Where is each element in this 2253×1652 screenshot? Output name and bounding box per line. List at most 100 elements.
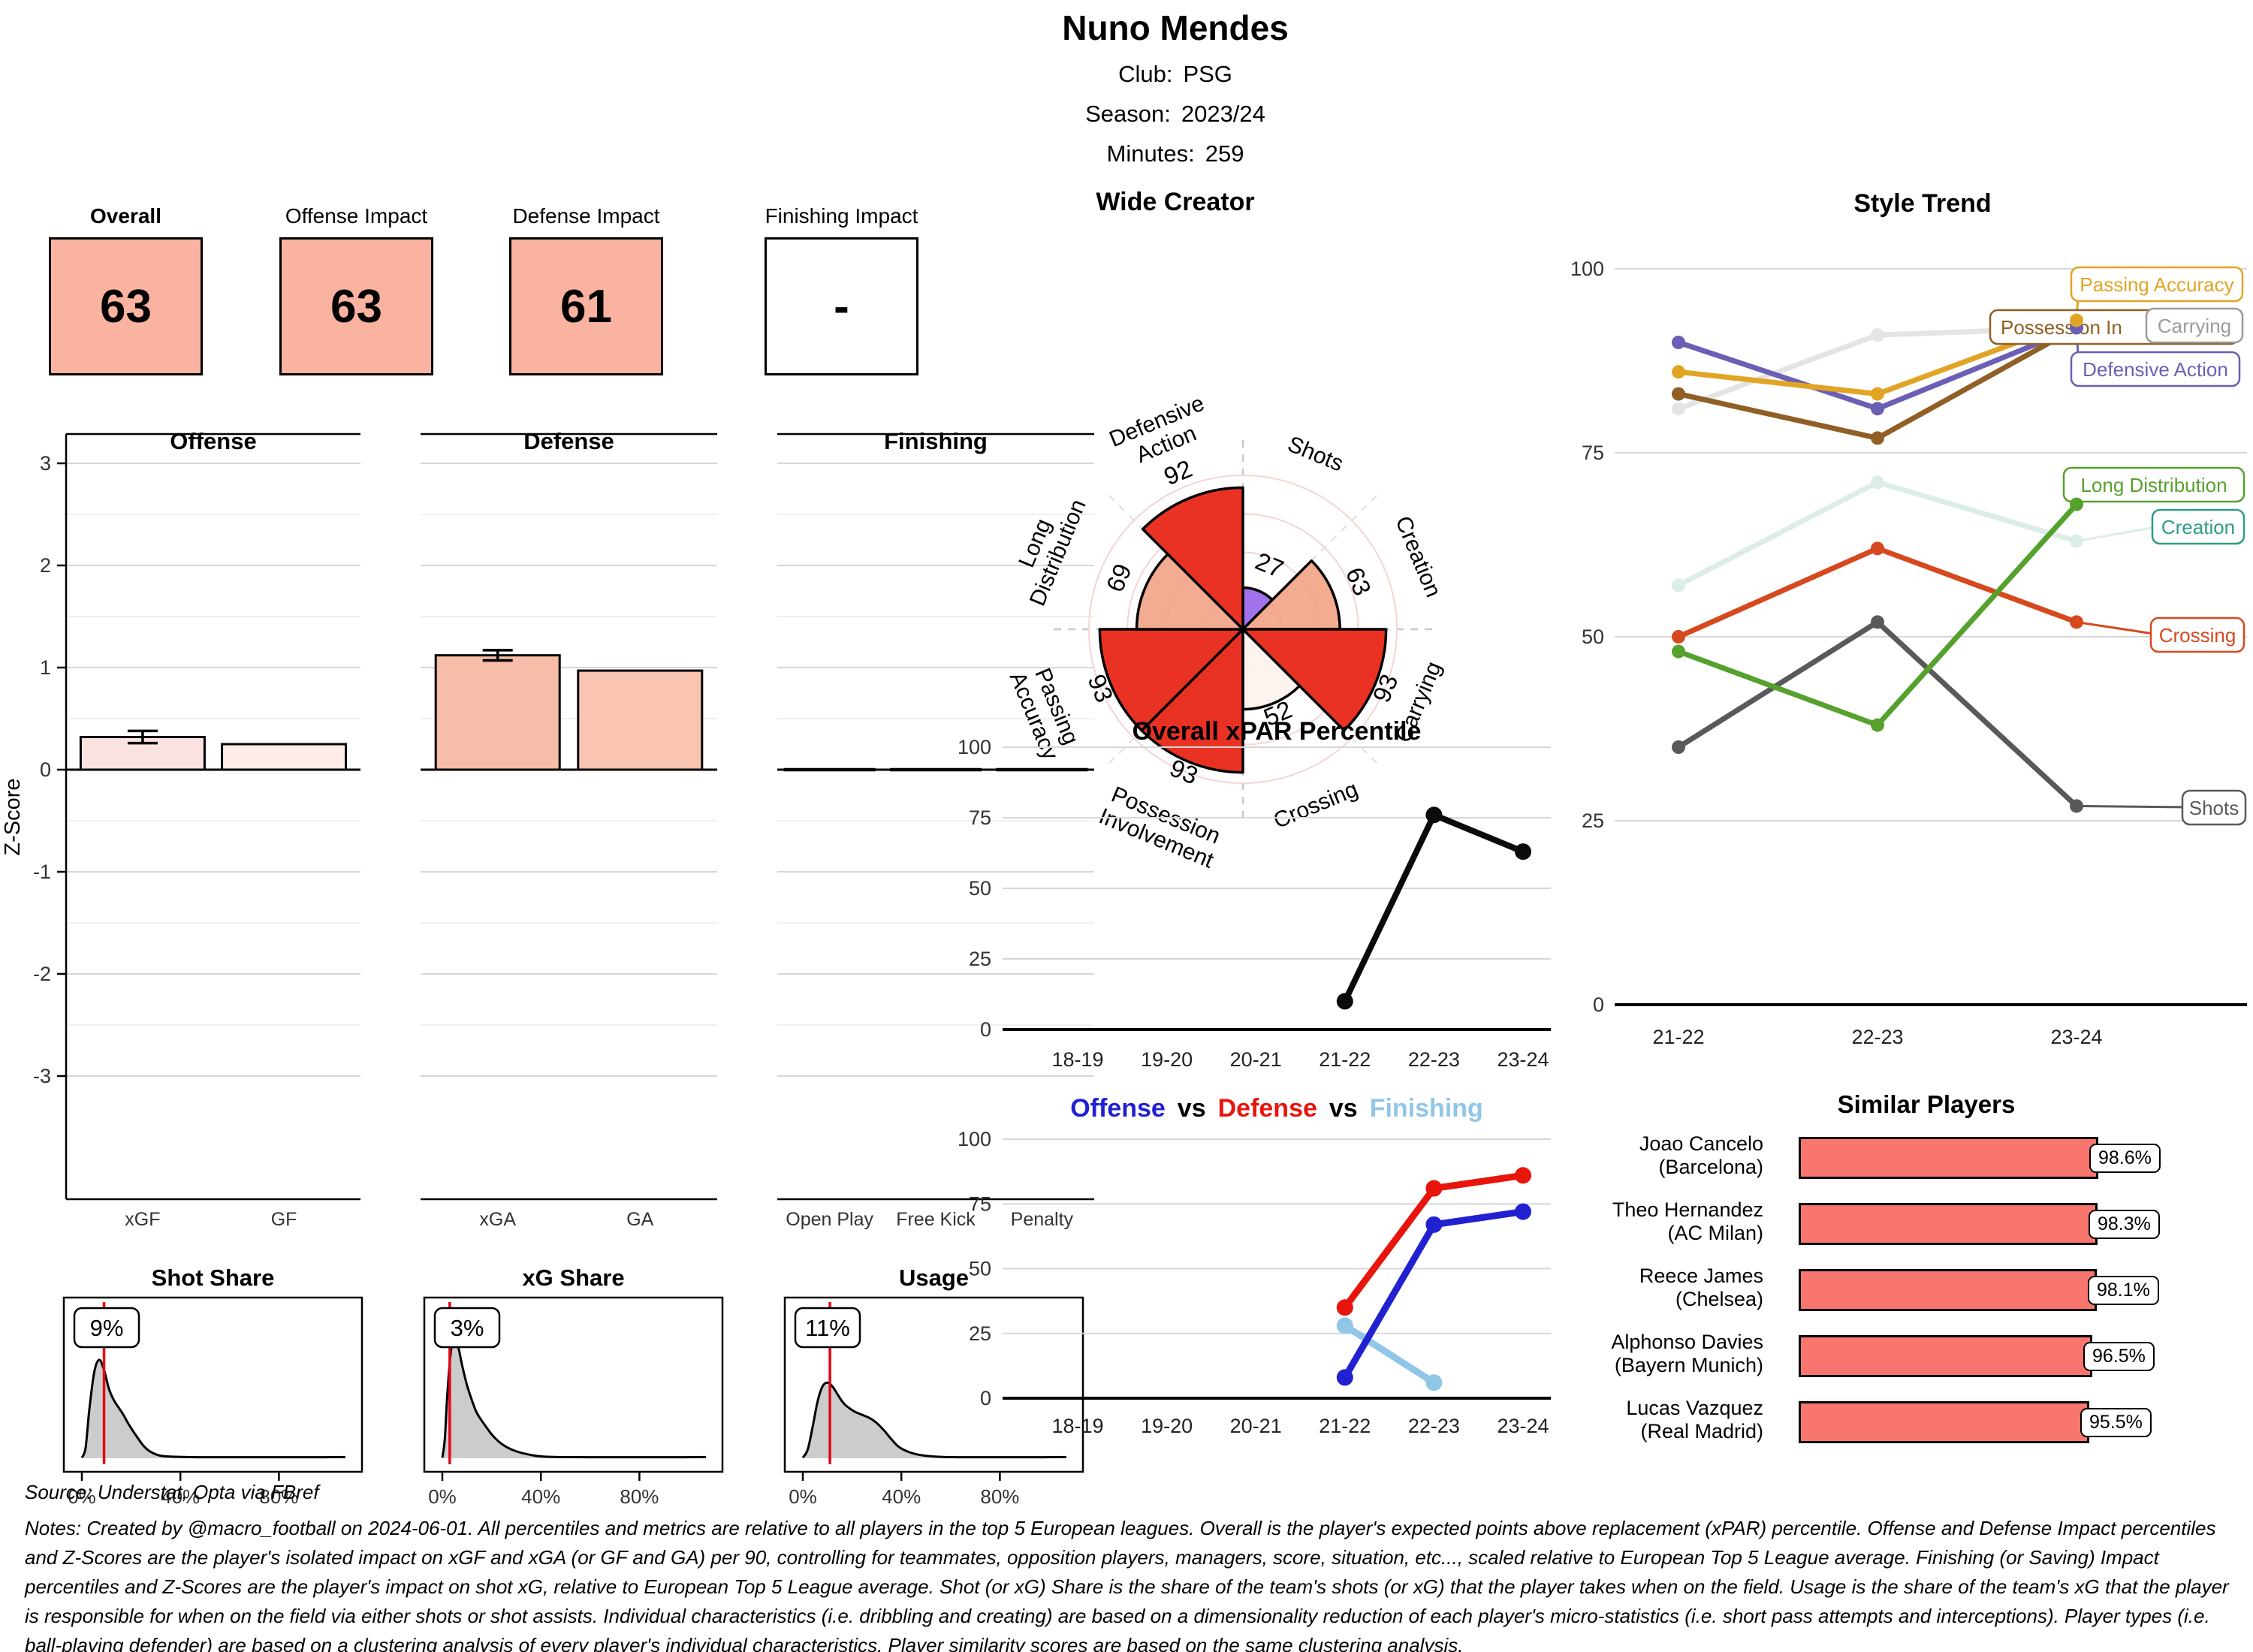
similarity-bar bbox=[1799, 1401, 2089, 1443]
x-tick-label: 40% bbox=[882, 1485, 921, 1508]
x-tick-label: 0% bbox=[789, 1485, 817, 1508]
data-point bbox=[1871, 431, 1884, 445]
radar-value-label: 69 bbox=[1101, 559, 1137, 595]
series-line-overall-xpar bbox=[1341, 812, 1526, 1005]
bar-xGA bbox=[434, 654, 561, 771]
x-tick-label: Penalty bbox=[1011, 1209, 1074, 1230]
y-tick-label: 75 bbox=[969, 806, 991, 829]
y-tick-label: 25 bbox=[969, 1322, 991, 1345]
series-line-offense bbox=[1341, 1208, 1527, 1381]
density-shot_share: Shot Share 9% 0% 40% 80% bbox=[62, 1265, 363, 1508]
panel-title: Defense bbox=[523, 428, 614, 454]
x-tick-label: 18-19 bbox=[1051, 1048, 1103, 1071]
marker-label: 11% bbox=[805, 1315, 850, 1341]
radar-label-line: Shots bbox=[1284, 432, 1347, 477]
data-point bbox=[1425, 1216, 1443, 1233]
marker-label: 3% bbox=[451, 1315, 484, 1341]
density-usage: Usage 11% 0% 40% 80% bbox=[783, 1265, 1084, 1508]
series-label-box bbox=[2070, 266, 2244, 303]
y-tick-label: 0 bbox=[40, 758, 51, 781]
data-point bbox=[1425, 806, 1443, 824]
x-tick-label: GF bbox=[271, 1209, 297, 1230]
y-tick-label: 0 bbox=[980, 1387, 991, 1409]
radar-category-label: Shots bbox=[1284, 432, 1347, 477]
data-point bbox=[1871, 615, 1884, 629]
y-axis-title: Z-Score bbox=[1, 778, 25, 855]
page-title: Nuno Mendes bbox=[1062, 8, 1289, 47]
y-tick-label: 50 bbox=[969, 1258, 991, 1280]
data-point bbox=[2070, 615, 2083, 629]
x-tick-label: 18-19 bbox=[1051, 1415, 1103, 1437]
finishing-impact-box: - bbox=[765, 237, 918, 375]
marker-label: 9% bbox=[90, 1315, 124, 1341]
similarity-bar bbox=[1799, 1335, 2092, 1377]
x-tick-label: 40% bbox=[161, 1485, 200, 1508]
data-point bbox=[1425, 1180, 1443, 1197]
bar-GF bbox=[221, 743, 348, 771]
series-label: Defensive Action bbox=[2083, 358, 2228, 381]
x-tick-label: 0% bbox=[68, 1485, 96, 1508]
data-point bbox=[1672, 402, 1685, 416]
data-point bbox=[1672, 630, 1685, 644]
y-tick-label: 100 bbox=[958, 736, 991, 758]
x-tick-label: 21-22 bbox=[1652, 1026, 1704, 1048]
offense-defense-finishing-chart-title: Offense vs Defense vs Finishing bbox=[1070, 1094, 1483, 1123]
x-tick-label: 20-21 bbox=[1230, 1048, 1282, 1071]
radar-sector-possession-involvement bbox=[1140, 628, 1244, 774]
x-tick-label: 21-22 bbox=[1319, 1415, 1371, 1437]
player-name: Reece James (Chelsea) bbox=[1639, 1265, 1763, 1310]
series-line-finishing bbox=[1341, 1322, 1437, 1386]
series-label: Carrying bbox=[2158, 315, 2231, 337]
panel-title: Offense bbox=[170, 428, 256, 454]
density-curve bbox=[801, 1381, 1066, 1459]
x-tick-label: 19-20 bbox=[1141, 1415, 1193, 1437]
data-point bbox=[1425, 1374, 1443, 1391]
minutes-value: 259 bbox=[1205, 140, 1244, 167]
marker-label-box bbox=[73, 1307, 140, 1349]
label-leader bbox=[2076, 525, 2161, 543]
radar-label-line: Creation bbox=[1390, 513, 1446, 601]
series-label-box bbox=[2145, 307, 2244, 344]
y-tick-label: 25 bbox=[969, 948, 991, 970]
panel-title: Finishing bbox=[884, 428, 988, 454]
series-label: Shots bbox=[2189, 797, 2239, 819]
data-point bbox=[1672, 740, 1685, 754]
similarity-bar bbox=[1799, 1137, 2098, 1179]
x-tick-label: xGF bbox=[125, 1209, 160, 1230]
marker-label-box bbox=[794, 1307, 861, 1349]
y-tick-label: -1 bbox=[33, 861, 51, 883]
x-tick-label: Free Kick bbox=[896, 1209, 976, 1230]
series-label: Passing Accuracy bbox=[2080, 273, 2233, 296]
x-tick-label: 80% bbox=[620, 1485, 659, 1508]
style-trend-chart-title: Style Trend bbox=[1853, 189, 1991, 218]
similarity-value: 98.6% bbox=[2089, 1144, 2161, 1173]
x-tick-label: 23-24 bbox=[1497, 1048, 1549, 1071]
title-segment: Defense bbox=[1218, 1094, 1317, 1123]
radar-value-label: 27 bbox=[1251, 547, 1287, 583]
offense-impact-box: 63 bbox=[279, 237, 433, 375]
radar-title: Wide Creator bbox=[1096, 188, 1254, 216]
radar-value-label: 63 bbox=[1341, 563, 1377, 599]
footer-notes: Source: Understat, Opta via FBref Notes:… bbox=[25, 1481, 2240, 1652]
series-label-box bbox=[2070, 351, 2241, 387]
label-leader bbox=[2076, 804, 2191, 809]
defense-impact-value: 61 bbox=[560, 280, 612, 333]
title-segment: Finishing bbox=[1370, 1094, 1483, 1123]
similarity-value: 98.3% bbox=[2089, 1210, 2160, 1239]
density-xg_share: xG Share 3% 0% 40% 80% bbox=[423, 1265, 724, 1508]
data-point bbox=[1672, 644, 1685, 659]
player-name: Lucas Vazquez (Real Madrid) bbox=[1626, 1397, 1763, 1442]
radar-category-label: Crossing bbox=[1270, 776, 1362, 834]
density-curve bbox=[80, 1358, 345, 1459]
similarity-value: 98.1% bbox=[2088, 1276, 2159, 1305]
y-tick-label: 0 bbox=[980, 1018, 991, 1041]
y-tick-label: 3 bbox=[40, 452, 51, 475]
y-tick-label: 75 bbox=[1582, 442, 1604, 464]
data-point bbox=[1515, 1203, 1531, 1220]
data-point bbox=[1672, 365, 1685, 379]
x-tick-label: 22-23 bbox=[1408, 1048, 1460, 1071]
series-label-box bbox=[2151, 508, 2245, 545]
xpar-chart-title: Overall xPAR Percentile bbox=[1133, 717, 1422, 746]
series-label: Long Distribution bbox=[2080, 474, 2227, 496]
title-segment: vs bbox=[1329, 1094, 1358, 1123]
